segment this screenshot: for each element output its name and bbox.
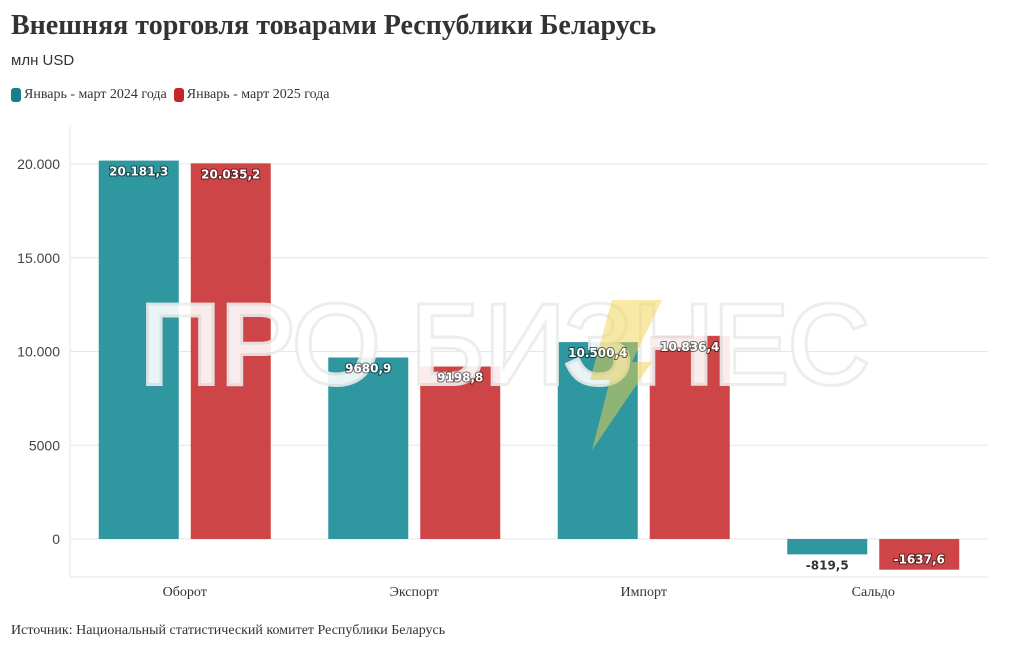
source-note: Источник: Национальный статистический ко… bbox=[11, 623, 446, 638]
bar-2024[interactable] bbox=[328, 357, 409, 539]
axes bbox=[69, 126, 988, 578]
x-category-label: Оборот bbox=[163, 585, 207, 600]
bar-2024[interactable] bbox=[557, 342, 638, 539]
legend-item-2025[interactable]: Январь - март 2025 года bbox=[173, 87, 330, 103]
y-tick-label: 20.000 bbox=[17, 156, 60, 172]
legend-label-2025: Январь - март 2025 года bbox=[186, 87, 330, 102]
legend-item-2024[interactable]: Январь - март 2024 года bbox=[11, 87, 167, 103]
y-axis-ticks: 0 5000 10.000 15.000 20.000 bbox=[17, 156, 60, 547]
y-tick-label: 5000 bbox=[29, 437, 60, 453]
chart-subtitle: млн USD bbox=[11, 52, 75, 69]
x-category-label: Импорт bbox=[621, 585, 667, 600]
y-tick-label: 0 bbox=[52, 531, 60, 547]
bar-value-label: 9198,8 bbox=[437, 371, 483, 385]
y-tick-label: 15.000 bbox=[17, 250, 60, 266]
bar-labels: 20.181,3 20.035,2 9680,9 9198,8 10.500,4 10.8… bbox=[108, 164, 946, 573]
bar-value-label: 20.181,3 bbox=[109, 165, 168, 179]
bar-2025[interactable] bbox=[420, 366, 501, 539]
watermark: ПРО БИЗНЕС bbox=[137, 279, 872, 450]
watermark-bolt-icon bbox=[590, 300, 662, 450]
bar-value-label: 10.836,4 bbox=[660, 340, 719, 354]
bar-value-label: -819,5 bbox=[806, 558, 849, 572]
legend-label-2024: Январь - март 2024 года bbox=[24, 87, 167, 102]
x-category-label: Экспорт bbox=[390, 585, 439, 600]
legend-swatch-2025 bbox=[173, 88, 184, 102]
watermark-text: ПРО БИЗНЕС bbox=[140, 282, 869, 407]
bar-2024[interactable] bbox=[787, 539, 868, 555]
bar-2025[interactable] bbox=[879, 539, 960, 570]
x-category-label: Сальдо bbox=[852, 585, 895, 600]
y-tick-label: 10.000 bbox=[17, 344, 60, 360]
legend: Январь - март 2024 года Январь - март 20… bbox=[11, 87, 330, 103]
x-axis-categories: Оборот Экспорт Импорт Сальдо bbox=[163, 585, 895, 600]
chart-title: Внешняя торговля товарами Республики Бел… bbox=[11, 10, 657, 41]
legend-swatch-2024 bbox=[11, 88, 21, 102]
bar-value-label: 10.500,4 bbox=[568, 346, 627, 360]
bar-value-label: -1637,6 bbox=[894, 553, 945, 567]
bar-2024[interactable] bbox=[98, 160, 179, 539]
bar-2025[interactable] bbox=[190, 163, 271, 539]
bar-value-label: 9680,9 bbox=[345, 361, 391, 375]
bar-value-label: 20.035,2 bbox=[201, 167, 260, 181]
bar-2025[interactable] bbox=[649, 335, 730, 539]
bars bbox=[98, 160, 960, 570]
